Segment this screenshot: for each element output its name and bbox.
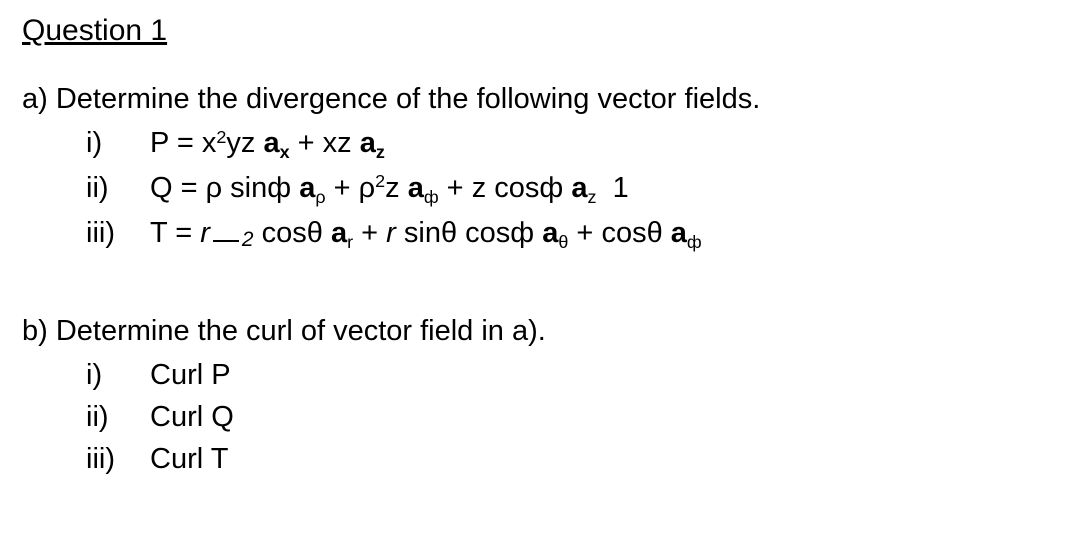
curl-p: Curl P (150, 355, 231, 395)
roman-ii: ii) (86, 397, 150, 437)
part-a-item-ii: ii) Q = ρ sinф aρ + ρ2z aф + z cosф az 1 (86, 168, 1058, 211)
two: 2 (242, 226, 254, 255)
plus: + (326, 172, 359, 204)
plus2: + (439, 172, 472, 204)
plus: + (290, 127, 323, 159)
eq-ii: Q = ρ sinф aρ + ρ2z aф + z cosф az 1 (150, 168, 629, 211)
sp (222, 172, 230, 204)
rho: ρ (206, 172, 223, 204)
x: x (202, 127, 217, 159)
sub-r: r (347, 232, 353, 252)
lhs: T = (150, 217, 200, 249)
sup-2: 2 (216, 127, 226, 147)
vec-a3: a (571, 172, 587, 204)
vec-a3: a (671, 217, 687, 249)
part-b-list: i) Curl P ii) Curl Q iii) Curl T (22, 355, 1058, 479)
y: y (226, 127, 241, 159)
question-title: Question 1 (22, 10, 1058, 51)
roman-iii: iii) (86, 213, 150, 253)
part-a-list: i) P = x2yz ax + xz az ii) Q = ρ sinф aρ… (22, 123, 1058, 255)
sp6 (663, 217, 671, 249)
sp3 (396, 217, 404, 249)
sp4 (457, 217, 465, 249)
roman-iii: iii) (86, 439, 150, 479)
z: z (385, 172, 400, 204)
sub-theta: θ (558, 232, 568, 252)
vec-a2: a (542, 217, 558, 249)
vec-a: a (263, 127, 279, 159)
sub-z: z (587, 187, 596, 207)
page-root: Question 1 a) Determine the divergence o… (0, 0, 1080, 479)
cos2: cos (465, 217, 510, 249)
r2: r (386, 217, 396, 249)
part-a-item-iii: iii) T = r2 cosθ ar + r sinθ cosф aθ + c… (86, 213, 1058, 256)
z2: z (337, 127, 352, 159)
sub-phi: ф (424, 187, 439, 207)
sp3 (400, 172, 408, 204)
sp (254, 217, 262, 249)
cos3: cos (601, 217, 646, 249)
bar-icon (213, 240, 239, 242)
sp2 (323, 217, 331, 249)
theta3: θ (647, 217, 663, 249)
roman-i: i) (86, 355, 150, 395)
phi: ф (510, 217, 534, 249)
part-b-intro: b) Determine the curl of vector field in… (22, 311, 1058, 351)
part-a-item-i: i) P = x2yz ax + xz az (86, 123, 1058, 166)
part-a: a) Determine the divergence of the follo… (22, 79, 1058, 255)
z: z (241, 127, 256, 159)
part-b-item-ii: ii) Curl Q (86, 397, 1058, 437)
roman-ii: ii) (86, 168, 150, 208)
sub-x: x (280, 142, 290, 162)
x2: x (323, 127, 338, 159)
plus2: + (568, 217, 601, 249)
sub-z: z (376, 142, 385, 162)
part-b-item-iii: iii) Curl T (86, 439, 1058, 479)
sub-phi: ф (687, 232, 702, 252)
part-b-item-i: i) Curl P (86, 355, 1058, 395)
sup-2: 2 (375, 171, 385, 191)
curl-t: Curl T (150, 439, 228, 479)
sub-rho: ρ (315, 187, 325, 207)
part-a-intro: a) Determine the divergence of the follo… (22, 79, 1058, 119)
plus: + (353, 217, 386, 249)
sin: sin (230, 172, 267, 204)
cos: cos (262, 217, 307, 249)
vec-a: a (299, 172, 315, 204)
rho2: ρ (359, 172, 376, 204)
sp2 (352, 127, 360, 159)
trailing-1: 1 (613, 172, 629, 204)
eq-iii: T = r2 cosθ ar + r sinθ cosф aθ + cosθ a… (150, 213, 702, 256)
sp2 (291, 172, 299, 204)
eq-i: P = x2yz ax + xz az (150, 123, 385, 166)
sp6 (596, 172, 612, 204)
theta: θ (307, 217, 323, 249)
vec-a2: a (360, 127, 376, 159)
vec-a2: a (408, 172, 424, 204)
vec-a: a (331, 217, 347, 249)
curl-q: Curl Q (150, 397, 234, 437)
sin: sin (404, 217, 441, 249)
roman-i: i) (86, 123, 150, 163)
phi2: ф (539, 172, 563, 204)
lhs: P = (150, 127, 202, 159)
z2: z (472, 172, 487, 204)
lhs: Q = (150, 172, 206, 204)
r: r (200, 213, 210, 253)
cos: cos (494, 172, 539, 204)
theta2: θ (441, 217, 457, 249)
r-bar-2: r2 (200, 213, 253, 253)
part-b: b) Determine the curl of vector field in… (22, 311, 1058, 479)
phi: ф (267, 172, 291, 204)
